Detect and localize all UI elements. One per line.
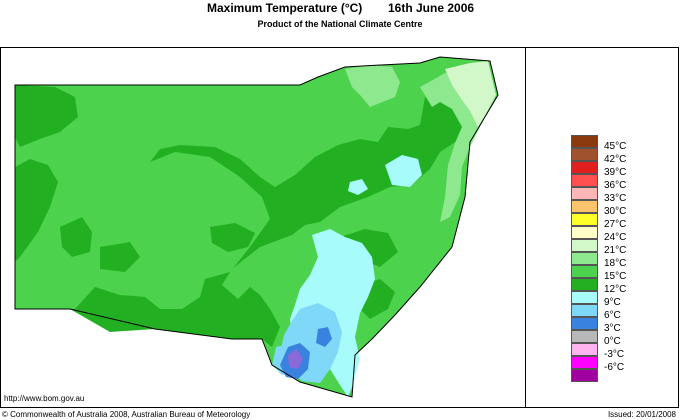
legend-label: -6°C [604,362,625,373]
legend-label: 24°C [604,232,627,243]
legend-item: -6°C [571,356,661,373]
legend-swatch [571,187,598,200]
legend-swatch [571,252,598,265]
legend-item [571,369,661,382]
copyright-text: © Commonwealth of Australia 2008, Austra… [2,410,251,419]
legend-item: 21°C [571,239,661,256]
legend-item: 15°C [571,265,661,282]
legend-label: 15°C [604,271,627,282]
legend-label: 42°C [604,154,627,165]
legend-swatch [571,304,598,317]
region-12c [15,79,478,347]
legend-swatch [571,174,598,187]
legend-item: 12°C [571,278,661,295]
issued-date: Issued: 20/01/2008 [607,410,676,419]
legend-item: 42°C [571,148,661,165]
legend-label: -3°C [604,349,625,360]
legend-swatch [571,291,598,304]
legend-item: 9°C [571,291,661,308]
source-url: http://www.bom.gov.au [4,394,85,403]
legend-swatch [571,200,598,213]
legend-item: 36°C [571,174,661,191]
legend-label: 9°C [604,297,621,308]
legend-label: 18°C [604,258,627,269]
legend-item: 24°C [571,226,661,243]
legend-swatch [571,278,598,291]
legend-swatch [571,135,598,148]
nsw-temperature-map [14,56,499,398]
legend-item: 3°C [571,317,661,334]
legend-item: 45°C [571,135,661,152]
legend-label: 45°C [604,141,627,152]
legend-label: 3°C [604,323,621,334]
map-frame [0,47,679,408]
title-bar: Maximum Temperature (°C) 16th June 2006 [0,1,680,17]
legend-swatch [571,369,598,382]
legend-item: 33°C [571,187,661,204]
legend-label: 27°C [604,219,627,230]
legend-swatch [571,265,598,278]
map-title: Maximum Temperature (°C) [207,1,363,15]
state-outline [14,56,499,398]
map-panel [0,47,526,408]
legend-swatch [571,226,598,239]
legend-swatch [571,239,598,252]
region-0c [288,349,303,369]
legend-label: 6°C [604,310,621,321]
legend-swatch [571,343,598,356]
legend-label: 12°C [604,284,627,295]
region-21c [445,61,496,127]
legend-item: 27°C [571,213,661,230]
legend-swatch [571,330,598,343]
legend-item: -3°C [571,343,661,360]
legend-label: 36°C [604,180,627,191]
legend-swatch [571,356,598,369]
legend-item: 39°C [571,161,661,178]
legend-swatch [571,317,598,330]
legend-swatch [571,213,598,226]
legend-label: 0°C [604,336,621,347]
legend-label: 21°C [604,245,627,256]
legend-item: 30°C [571,200,661,217]
legend-item: 0°C [571,330,661,347]
legend-item: 6°C [571,304,661,321]
map-subtitle: Product of the National Climate Centre [257,19,423,29]
legend-label: 33°C [604,193,627,204]
legend-swatch [571,161,598,174]
legend-item: 18°C [571,252,661,269]
legend-label: 30°C [604,206,627,217]
legend-label: 39°C [604,167,627,178]
map-date: 16th June 2006 [388,1,475,15]
legend-swatch [571,148,598,161]
